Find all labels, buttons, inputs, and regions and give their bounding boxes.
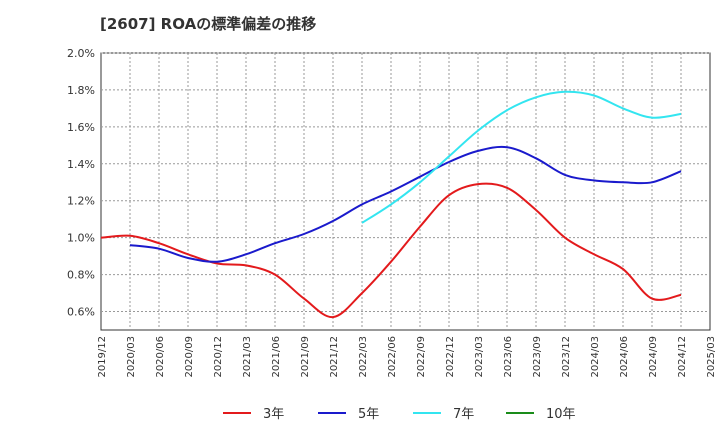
x-tick-label: 2022/09 — [416, 336, 427, 378]
plot-frame — [100, 52, 711, 331]
y-tick-label: 1.8% — [67, 84, 95, 97]
x-tick-label: 2019/12 — [97, 336, 108, 378]
y-tick-label: 2.0% — [67, 47, 95, 60]
series-line-7年 — [361, 90, 682, 224]
x-tick-label: 2021/12 — [329, 336, 340, 378]
x-tick-label: 2021/03 — [242, 336, 253, 378]
grid-lines — [101, 52, 710, 330]
x-tick-label: 2022/03 — [358, 336, 369, 378]
y-axis-ticks: 2.0% 1.8% 1.6% 1.4% 1.2% 1.0% 0.8% 0.6% — [67, 47, 95, 319]
x-tick-label: 2022/06 — [387, 336, 398, 378]
legend-label: 3年 — [263, 407, 284, 422]
legend-label: 5年 — [358, 407, 379, 422]
x-tick-label: 2022/12 — [445, 336, 456, 378]
x-tick-label: 2024/12 — [677, 336, 688, 378]
x-tick-label: 2024/03 — [590, 336, 601, 378]
x-tick-label: 2020/03 — [126, 336, 137, 378]
y-tick-label: 1.0% — [67, 232, 95, 245]
x-tick-label: 2024/06 — [619, 336, 630, 378]
x-tick-label: 2025/03 — [706, 336, 717, 378]
x-tick-label: 2023/09 — [532, 336, 543, 378]
y-tick-label: 1.6% — [67, 121, 95, 134]
y-tick-label: 0.8% — [67, 269, 95, 282]
y-tick-label: 0.6% — [67, 306, 95, 319]
x-tick-label: 2024/09 — [648, 336, 659, 378]
legend-label: 10年 — [546, 407, 576, 422]
legend-label: 7年 — [453, 407, 474, 422]
series-line-3年 — [100, 182, 682, 319]
x-tick-label: 2023/12 — [561, 336, 572, 378]
x-tick-label: 2023/06 — [503, 336, 514, 378]
series-line-5年 — [129, 145, 682, 263]
x-axis-ticks: 2019/12 2020/03 2020/06 2020/09 2020/12 2021/… — [97, 336, 717, 378]
x-tick-label: 2023/03 — [474, 336, 485, 378]
x-tick-label: 2020/06 — [155, 336, 166, 378]
x-tick-label: 2021/06 — [271, 336, 282, 378]
x-tick-label: 2020/12 — [213, 336, 224, 378]
x-tick-label: 2020/09 — [184, 336, 195, 378]
y-tick-label: 1.2% — [67, 195, 95, 208]
x-tick-label: 2021/09 — [300, 336, 311, 378]
y-tick-label: 1.4% — [67, 158, 95, 171]
chart-title: [2607] ROAの標準偏差の推移 — [100, 15, 317, 33]
series-lines — [100, 90, 682, 319]
legend: 3年 5年 7年 10年 — [223, 407, 576, 422]
